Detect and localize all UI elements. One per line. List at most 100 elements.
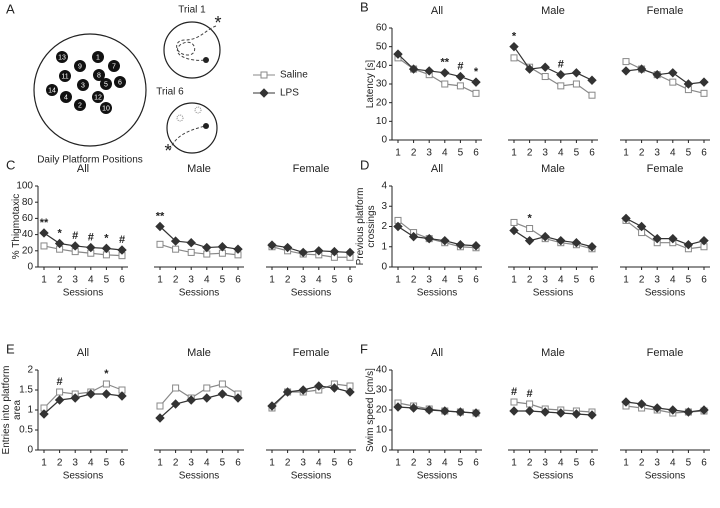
subplot-title: All xyxy=(77,347,89,359)
marker xyxy=(668,233,678,244)
x-tick-label: 6 xyxy=(119,458,125,469)
platform-dot xyxy=(92,51,104,63)
series-line xyxy=(43,232,123,251)
platform-number: 2 xyxy=(78,102,82,109)
x-tick-label: 4 xyxy=(204,458,210,469)
marker xyxy=(636,221,647,232)
marker xyxy=(267,401,277,411)
marker xyxy=(683,240,694,250)
marker xyxy=(683,79,694,89)
series-line xyxy=(159,226,239,250)
y-axis-label: Swim speed [cm/s] xyxy=(365,368,376,452)
x-tick-label: 1 xyxy=(269,458,275,469)
marker xyxy=(186,395,196,405)
significance-mark: * xyxy=(474,66,479,78)
marker xyxy=(700,89,708,97)
x-axis-label: Sessions xyxy=(645,471,686,482)
marker xyxy=(622,58,630,66)
x-tick-label: 3 xyxy=(654,458,660,469)
old-platform xyxy=(194,106,202,114)
y-tick-label: 0.5 xyxy=(19,425,33,436)
marker xyxy=(471,408,481,418)
x-tick-label: 6 xyxy=(473,458,479,469)
marker xyxy=(233,244,243,254)
platform-number: 12 xyxy=(94,94,102,101)
marker xyxy=(652,403,662,413)
x-tick-label: 2 xyxy=(411,275,417,286)
x-tick-label: 1 xyxy=(395,275,401,286)
marker xyxy=(86,389,96,399)
marker xyxy=(267,240,277,250)
platform-dot xyxy=(56,51,68,63)
subplot-title: Male xyxy=(541,163,565,175)
marker xyxy=(636,64,647,74)
x-tick-label: 5 xyxy=(686,458,692,469)
marker xyxy=(155,221,165,232)
x-tick-label: 6 xyxy=(347,275,353,286)
x-tick-label: 1 xyxy=(511,458,517,469)
panel-letter: A xyxy=(6,1,15,16)
marker xyxy=(472,89,480,97)
marker xyxy=(540,231,550,242)
marker xyxy=(540,407,550,417)
marker xyxy=(683,407,694,417)
marker xyxy=(509,406,519,416)
y-axis-label-line: Latency [s] xyxy=(365,60,376,109)
y-tick-label: 80 xyxy=(22,197,34,208)
marker xyxy=(259,88,269,98)
y-tick-label: 20 xyxy=(22,245,34,256)
x-tick-label: 6 xyxy=(473,148,479,159)
panel-letter: D xyxy=(360,157,369,172)
x-axis-label: Sessions xyxy=(645,288,686,299)
legend-label: Saline xyxy=(280,70,308,81)
subplot-title: All xyxy=(431,163,443,175)
significance-mark: # xyxy=(527,388,533,400)
platform-number: 7 xyxy=(112,63,116,70)
marker xyxy=(652,69,662,80)
y-tick-label: 40 xyxy=(376,60,388,71)
x-tick-label: 2 xyxy=(57,458,63,469)
significance-mark: * xyxy=(512,31,517,43)
marker xyxy=(524,235,535,246)
marker xyxy=(556,69,566,80)
x-tick-label: 6 xyxy=(589,148,595,159)
subplot-title: Male xyxy=(187,347,211,359)
x-tick-label: 5 xyxy=(574,148,580,159)
marker xyxy=(669,78,677,86)
x-tick-label: 6 xyxy=(701,458,707,469)
x-tick-label: 4 xyxy=(670,275,676,286)
marker xyxy=(314,381,324,391)
platform-dot xyxy=(100,102,112,114)
x-tick-label: 4 xyxy=(442,275,448,286)
platform-dot xyxy=(114,76,126,88)
marker xyxy=(170,399,181,409)
y-tick-label: 60 xyxy=(376,23,388,34)
x-tick-label: 1 xyxy=(41,275,47,286)
trial-label: Trial 1 xyxy=(178,5,206,16)
platform-number: 6 xyxy=(118,79,122,86)
platform-number: 8 xyxy=(97,72,101,79)
marker xyxy=(233,393,243,403)
marker xyxy=(86,242,96,253)
marker xyxy=(572,80,580,88)
significance-mark: * xyxy=(57,227,62,239)
marker xyxy=(699,405,709,415)
marker xyxy=(524,64,535,74)
y-tick-label: 10 xyxy=(376,116,388,127)
marker xyxy=(509,41,519,52)
series-line xyxy=(625,68,705,85)
series-line xyxy=(43,393,123,415)
y-axis-label-line: Previous platform xyxy=(355,188,366,266)
marker xyxy=(455,407,466,417)
x-tick-label: 5 xyxy=(686,275,692,286)
marker xyxy=(156,402,164,410)
significance-mark: * xyxy=(527,212,532,224)
marker xyxy=(621,66,631,76)
x-tick-label: 1 xyxy=(623,458,629,469)
marker xyxy=(117,245,127,255)
marker xyxy=(636,399,647,409)
marker xyxy=(298,247,308,258)
marker xyxy=(699,77,709,87)
x-axis-label: Sessions xyxy=(533,288,574,299)
